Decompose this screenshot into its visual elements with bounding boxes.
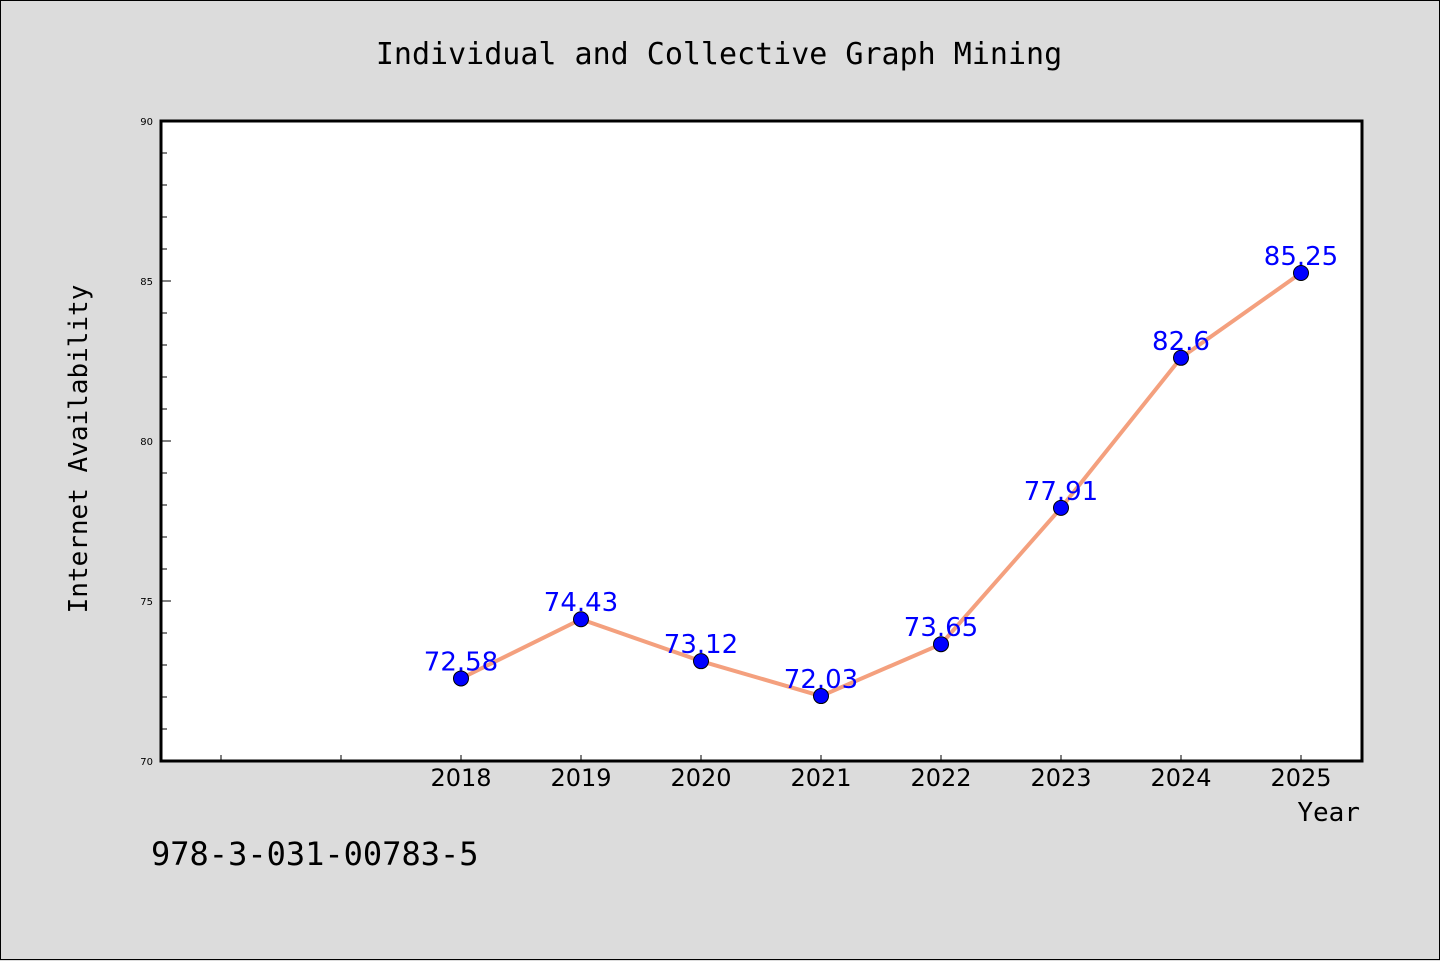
y-tick-label: 85 [140, 277, 153, 288]
x-tick-label: 2024 [1150, 764, 1211, 792]
data-point [453, 670, 469, 687]
data-label: 73.12 [664, 630, 738, 660]
plot-area [159, 119, 1364, 763]
data-point [813, 688, 829, 705]
series-layer: 72.58 74.43 73.12 72.03 73.65 77.91 82.6 85.25 [424, 242, 1338, 705]
x-tick-label: 2020 [670, 764, 731, 792]
x-axis: 2018 2019 2020 2021 2022 2023 2024 2025 [220, 755, 1332, 792]
x-tick-label: 2022 [910, 764, 971, 792]
x-tick-label: 2025 [1270, 764, 1331, 792]
x-tick-label: 2019 [550, 764, 611, 792]
data-label: 74.43 [544, 588, 618, 618]
data-label: 72.58 [424, 647, 498, 677]
y-tick-label: 70 [140, 757, 153, 768]
chart-title: Individual and Collective Graph Mining [376, 37, 1062, 72]
data-label: 72.03 [784, 665, 858, 695]
data-label: 82.6 [1152, 327, 1210, 357]
data-point [573, 611, 589, 628]
data-label: 77.91 [1024, 477, 1098, 507]
series-line [460, 271, 1303, 699]
x-tick-label: 2021 [790, 764, 851, 792]
data-point [693, 653, 709, 670]
data-label: 73.65 [904, 613, 978, 643]
data-point [1293, 265, 1309, 281]
x-tick-label: 2023 [1030, 764, 1091, 792]
data-point [933, 636, 949, 653]
data-point [1173, 349, 1189, 366]
y-tick-label: 75 [140, 597, 153, 608]
y-axis: 70 75 80 85 90 [140, 117, 171, 768]
y-tick-label: 80 [140, 437, 153, 448]
y-tick-label: 90 [140, 117, 153, 128]
y-axis-label: Internet Availability [64, 285, 94, 614]
data-label: 85.25 [1264, 242, 1338, 272]
x-tick-label: 2018 [430, 764, 491, 792]
data-point [1053, 499, 1069, 516]
isbn-code: 978-3-031-00783-5 [151, 835, 479, 873]
x-axis-label: Year [1297, 798, 1360, 828]
